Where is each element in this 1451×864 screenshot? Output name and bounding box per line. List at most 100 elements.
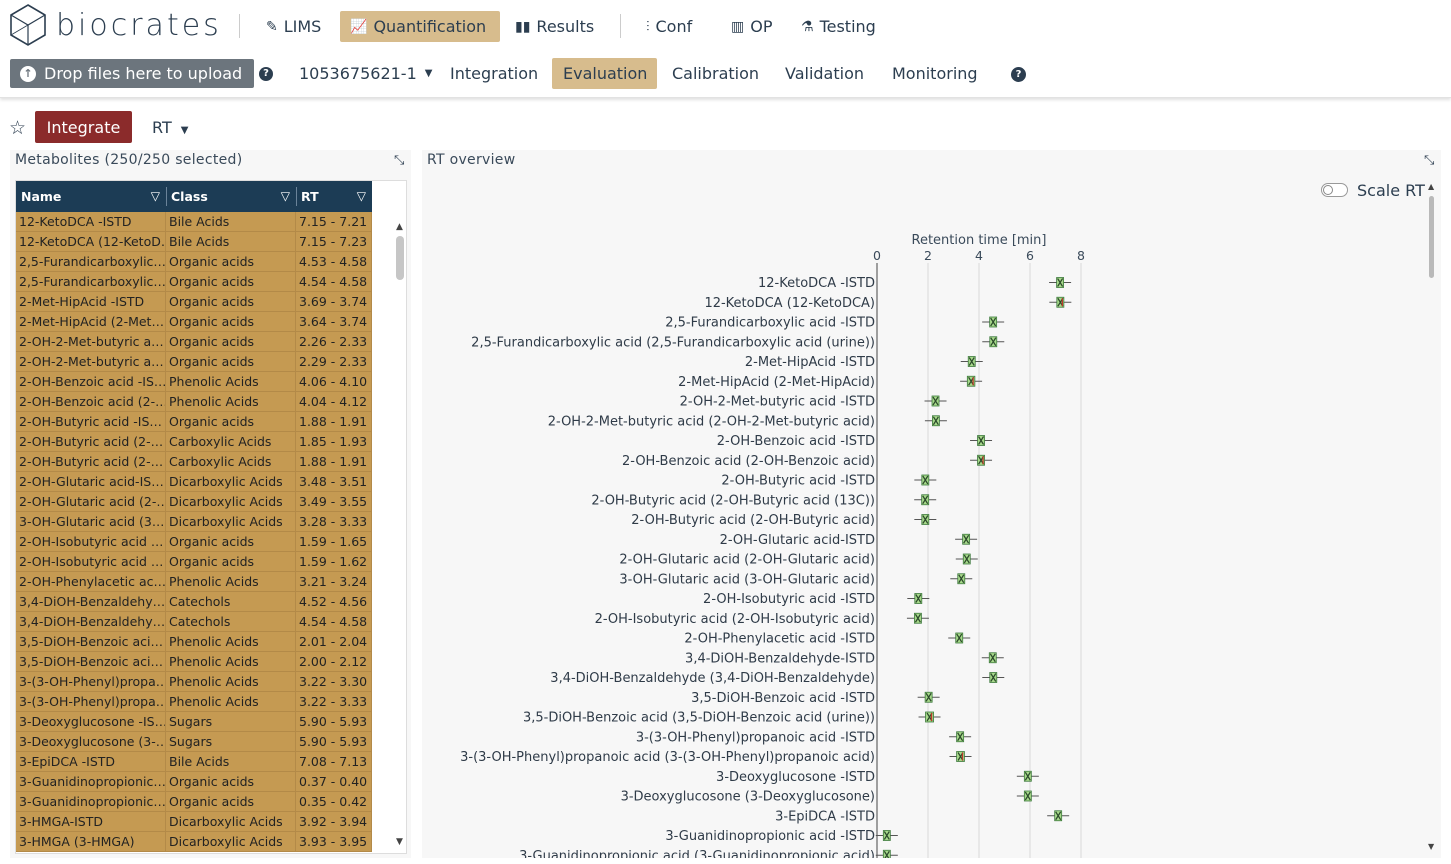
table-row[interactable]: 3-OH-Glutaric acid (3… Dicarboxylic Acids…	[16, 512, 372, 532]
table-row[interactable]: 12-KetoDCA (12-KetoD… Bile Acids 7.15 - 7.…	[16, 232, 372, 252]
filter-icon[interactable]: ▽	[150, 189, 160, 203]
tab-calibration[interactable]: Calibration	[672, 64, 760, 83]
table-row[interactable]: 3-HMGA (3-HMGA) Dicarboxylic Acids 3.93 - …	[16, 832, 372, 852]
scroll-down-icon[interactable]: ▼	[396, 837, 403, 847]
metabolite-label: 2-Met-HipAcid (2-Met-HipAcid)	[678, 375, 875, 390]
table-row[interactable]: 2-OH-Benzoic acid -IS… Phenolic Acids 4.06…	[16, 372, 372, 392]
scale-rt-label: Scale RT	[1357, 181, 1425, 200]
collapse-icon[interactable]: ⤡	[1424, 153, 1435, 168]
filter-icon[interactable]: ▽	[356, 189, 366, 203]
table-row[interactable]: 3-Guanidinopropionic… Organic acids 0.35 -…	[16, 792, 372, 812]
collapse-icon[interactable]: ⤡	[394, 153, 405, 168]
filter-icon[interactable]: ▽	[280, 189, 290, 203]
upload-dropzone[interactable]: ↑ Drop files here to upload	[10, 59, 254, 88]
cell-name: 3-(3-OH-Phenyl)propa…	[16, 692, 166, 712]
table-row[interactable]: 3-Guanidinopropionic… Organic acids 0.37 -…	[16, 772, 372, 792]
cell-name: 2,5-Furandicarboxylic…	[16, 252, 166, 272]
table-row[interactable]: 3,4-DiOH-Benzaldehy… Catechols 4.54 - 4.58	[16, 612, 372, 632]
table-row[interactable]: 2-Met-HipAcid -ISTD Organic acids 3.69 - 3…	[16, 292, 372, 312]
table-row[interactable]: 12-KetoDCA -ISTD Bile Acids 7.15 - 7.21	[16, 212, 372, 232]
table-row[interactable]: 2-OH-Butyric acid (2-… Carboxylic Acids 1.…	[16, 432, 372, 452]
table-row[interactable]: 2,5-Furandicarboxylic… Organic acids 4.54 …	[16, 272, 372, 292]
chart-scrollbar[interactable]: ▲ ▼	[1427, 182, 1437, 854]
help-icon[interactable]: ?	[1011, 67, 1026, 82]
line-chart-icon: 📈	[350, 18, 368, 35]
table-row[interactable]: 3-(3-OH-Phenyl)propa… Phenolic Acids 3.22 …	[16, 692, 372, 712]
nav-divider	[239, 14, 240, 38]
scroll-thumb[interactable]	[1429, 196, 1434, 278]
cell-class: Dicarboxylic Acids	[166, 812, 296, 832]
rt-marker	[963, 554, 970, 564]
table-row[interactable]: 2-OH-Butyric acid (2-… Carboxylic Acids 1.…	[16, 452, 372, 472]
cell-name: 2-OH-2-Met-butyric a…	[16, 332, 166, 352]
table-row[interactable]: 2-OH-Isobutyric acid … Organic acids 1.59 …	[16, 552, 372, 572]
table-row[interactable]: 2-OH-2-Met-butyric a… Organic acids 2.29 -…	[16, 352, 372, 372]
table-row[interactable]: 3-(3-OH-Phenyl)propa… Phenolic Acids 3.22 …	[16, 672, 372, 692]
upload-icon: ↑	[20, 65, 36, 82]
tab-validation[interactable]: Validation	[785, 64, 865, 83]
table-row[interactable]: 3,5-DiOH-Benzoic aci… Phenolic Acids 2.01 …	[16, 632, 372, 652]
biocrates-logo[interactable]: biocrates	[8, 3, 222, 47]
scroll-thumb[interactable]	[396, 236, 404, 280]
rt-chart-svg: Retention time [min] 0 2 4 6 8 12-KetoDCA -IST…	[460, 233, 1085, 858]
scale-rt-toggle[interactable]	[1321, 183, 1348, 197]
nav-quantification[interactable]: 📈 Quantification	[340, 11, 500, 42]
metabolite-label: 2-OH-Phenylacetic acid -ISTD	[684, 632, 875, 647]
table-row[interactable]: 2-OH-Phenylacetic ac… Phenolic Acids 3.21 …	[16, 572, 372, 592]
rt-marker	[914, 613, 921, 623]
table-row[interactable]: 3-Deoxyglucosone -IS… Sugars 5.90 - 5.93	[16, 712, 372, 732]
cell-name: 2-OH-Glutaric acid (2-…	[16, 492, 166, 512]
table-row[interactable]: 2-Met-HipAcid (2-Met… Organic acids 3.64 -…	[16, 312, 372, 332]
cell-rt: 2.26 - 2.33	[296, 332, 372, 352]
cell-name: 2-OH-Benzoic acid (2-…	[16, 392, 166, 412]
table-row[interactable]: 3-HMGA-ISTD Dicarboxylic Acids 3.92 - 3.94	[16, 812, 372, 832]
table-row[interactable]: 3,4-DiOH-Benzaldehy… Catechols 4.52 - 4.56	[16, 592, 372, 612]
table-row[interactable]: 2-OH-Glutaric acid (2-… Dicarboxylic Acid…	[16, 492, 372, 512]
cell-class: Phenolic Acids	[166, 672, 296, 692]
integrate-button[interactable]: Integrate	[35, 111, 132, 143]
table-row[interactable]: 2-OH-Isobutyric acid … Organic acids 1.59 …	[16, 532, 372, 552]
cell-class: Bile Acids	[166, 212, 296, 232]
nav-conf[interactable]: ⫶ Conf	[646, 17, 693, 36]
table-row[interactable]: 3-Deoxyglucosone (3-… Sugars 5.90 - 5.93	[16, 732, 372, 752]
metabolite-label: 2-OH-Benzoic acid -ISTD	[717, 434, 875, 449]
upload-help-icon[interactable]: ?	[259, 67, 273, 81]
cell-class: Phenolic Acids	[166, 572, 296, 592]
column-header-rt[interactable]: RT ▽	[296, 181, 372, 212]
metabolite-label: 3-EpiDCA -ISTD	[775, 809, 875, 824]
nav-op[interactable]: ▥ OP	[731, 17, 773, 36]
metabolite-label: 2-OH-Isobutyric acid (2-OH-Isobutyric ac…	[595, 612, 875, 627]
table-row[interactable]: 3,5-DiOH-Benzoic aci… Phenolic Acids 2.00 …	[16, 652, 372, 672]
tab-evaluation[interactable]: Evaluation	[552, 58, 657, 89]
cell-rt: 3.64 - 3.74	[296, 312, 372, 332]
table-row[interactable]: 2,5-Furandicarboxylic… Organic acids 4.53 …	[16, 252, 372, 272]
tab-integration[interactable]: Integration	[450, 64, 539, 83]
plate-selector[interactable]: 1053675621-1 ▼	[299, 64, 433, 83]
metabolites-title: Metabolites (250/250 selected)	[15, 152, 243, 168]
scroll-down-icon[interactable]: ▼	[1428, 842, 1435, 851]
metabolite-label: 3-OH-Glutaric acid (3-OH-Glutaric acid)	[619, 572, 875, 587]
metabolite-label: 3-Deoxyglucosone -ISTD	[716, 770, 875, 785]
column-header-name[interactable]: Name ▽	[16, 181, 166, 212]
nav-results[interactable]: ▮▮ Results	[515, 17, 595, 36]
tab-monitoring[interactable]: Monitoring	[892, 64, 978, 83]
cell-name: 2-OH-2-Met-butyric a…	[16, 352, 166, 372]
cell-class: Sugars	[166, 732, 296, 752]
table-row[interactable]: 2-OH-2-Met-butyric a… Organic acids 2.26 -…	[16, 332, 372, 352]
mode-selector[interactable]: RT ▼	[152, 118, 189, 137]
column-header-class[interactable]: Class ▽	[166, 181, 296, 212]
nav-testing[interactable]: ⚗ Testing	[801, 17, 876, 36]
table-row[interactable]: 3-EpiDCA -ISTD Bile Acids 7.08 - 7.13	[16, 752, 372, 772]
cell-rt: 2.00 - 2.12	[296, 652, 372, 672]
scroll-up-icon[interactable]: ▲	[396, 222, 403, 232]
table-row[interactable]: 2-OH-Benzoic acid (2-… Phenolic Acids 4.04…	[16, 392, 372, 412]
cell-name: 2-OH-Isobutyric acid …	[16, 532, 166, 552]
table-row[interactable]: 2-OH-Butyric acid -IS… Organic acids 1.88 …	[16, 412, 372, 432]
nav-lims[interactable]: ✎ LIMS	[266, 17, 322, 36]
rt-marker	[957, 732, 964, 742]
cell-name: 12-KetoDCA (12-KetoD…	[16, 232, 166, 252]
scroll-up-icon[interactable]: ▲	[1428, 182, 1435, 191]
star-icon[interactable]: ☆	[9, 117, 27, 139]
table-row[interactable]: 2-OH-Glutaric acid-IS… Dicarboxylic Acids…	[16, 472, 372, 492]
table-scrollbar[interactable]: ▲ ▼	[393, 212, 406, 853]
